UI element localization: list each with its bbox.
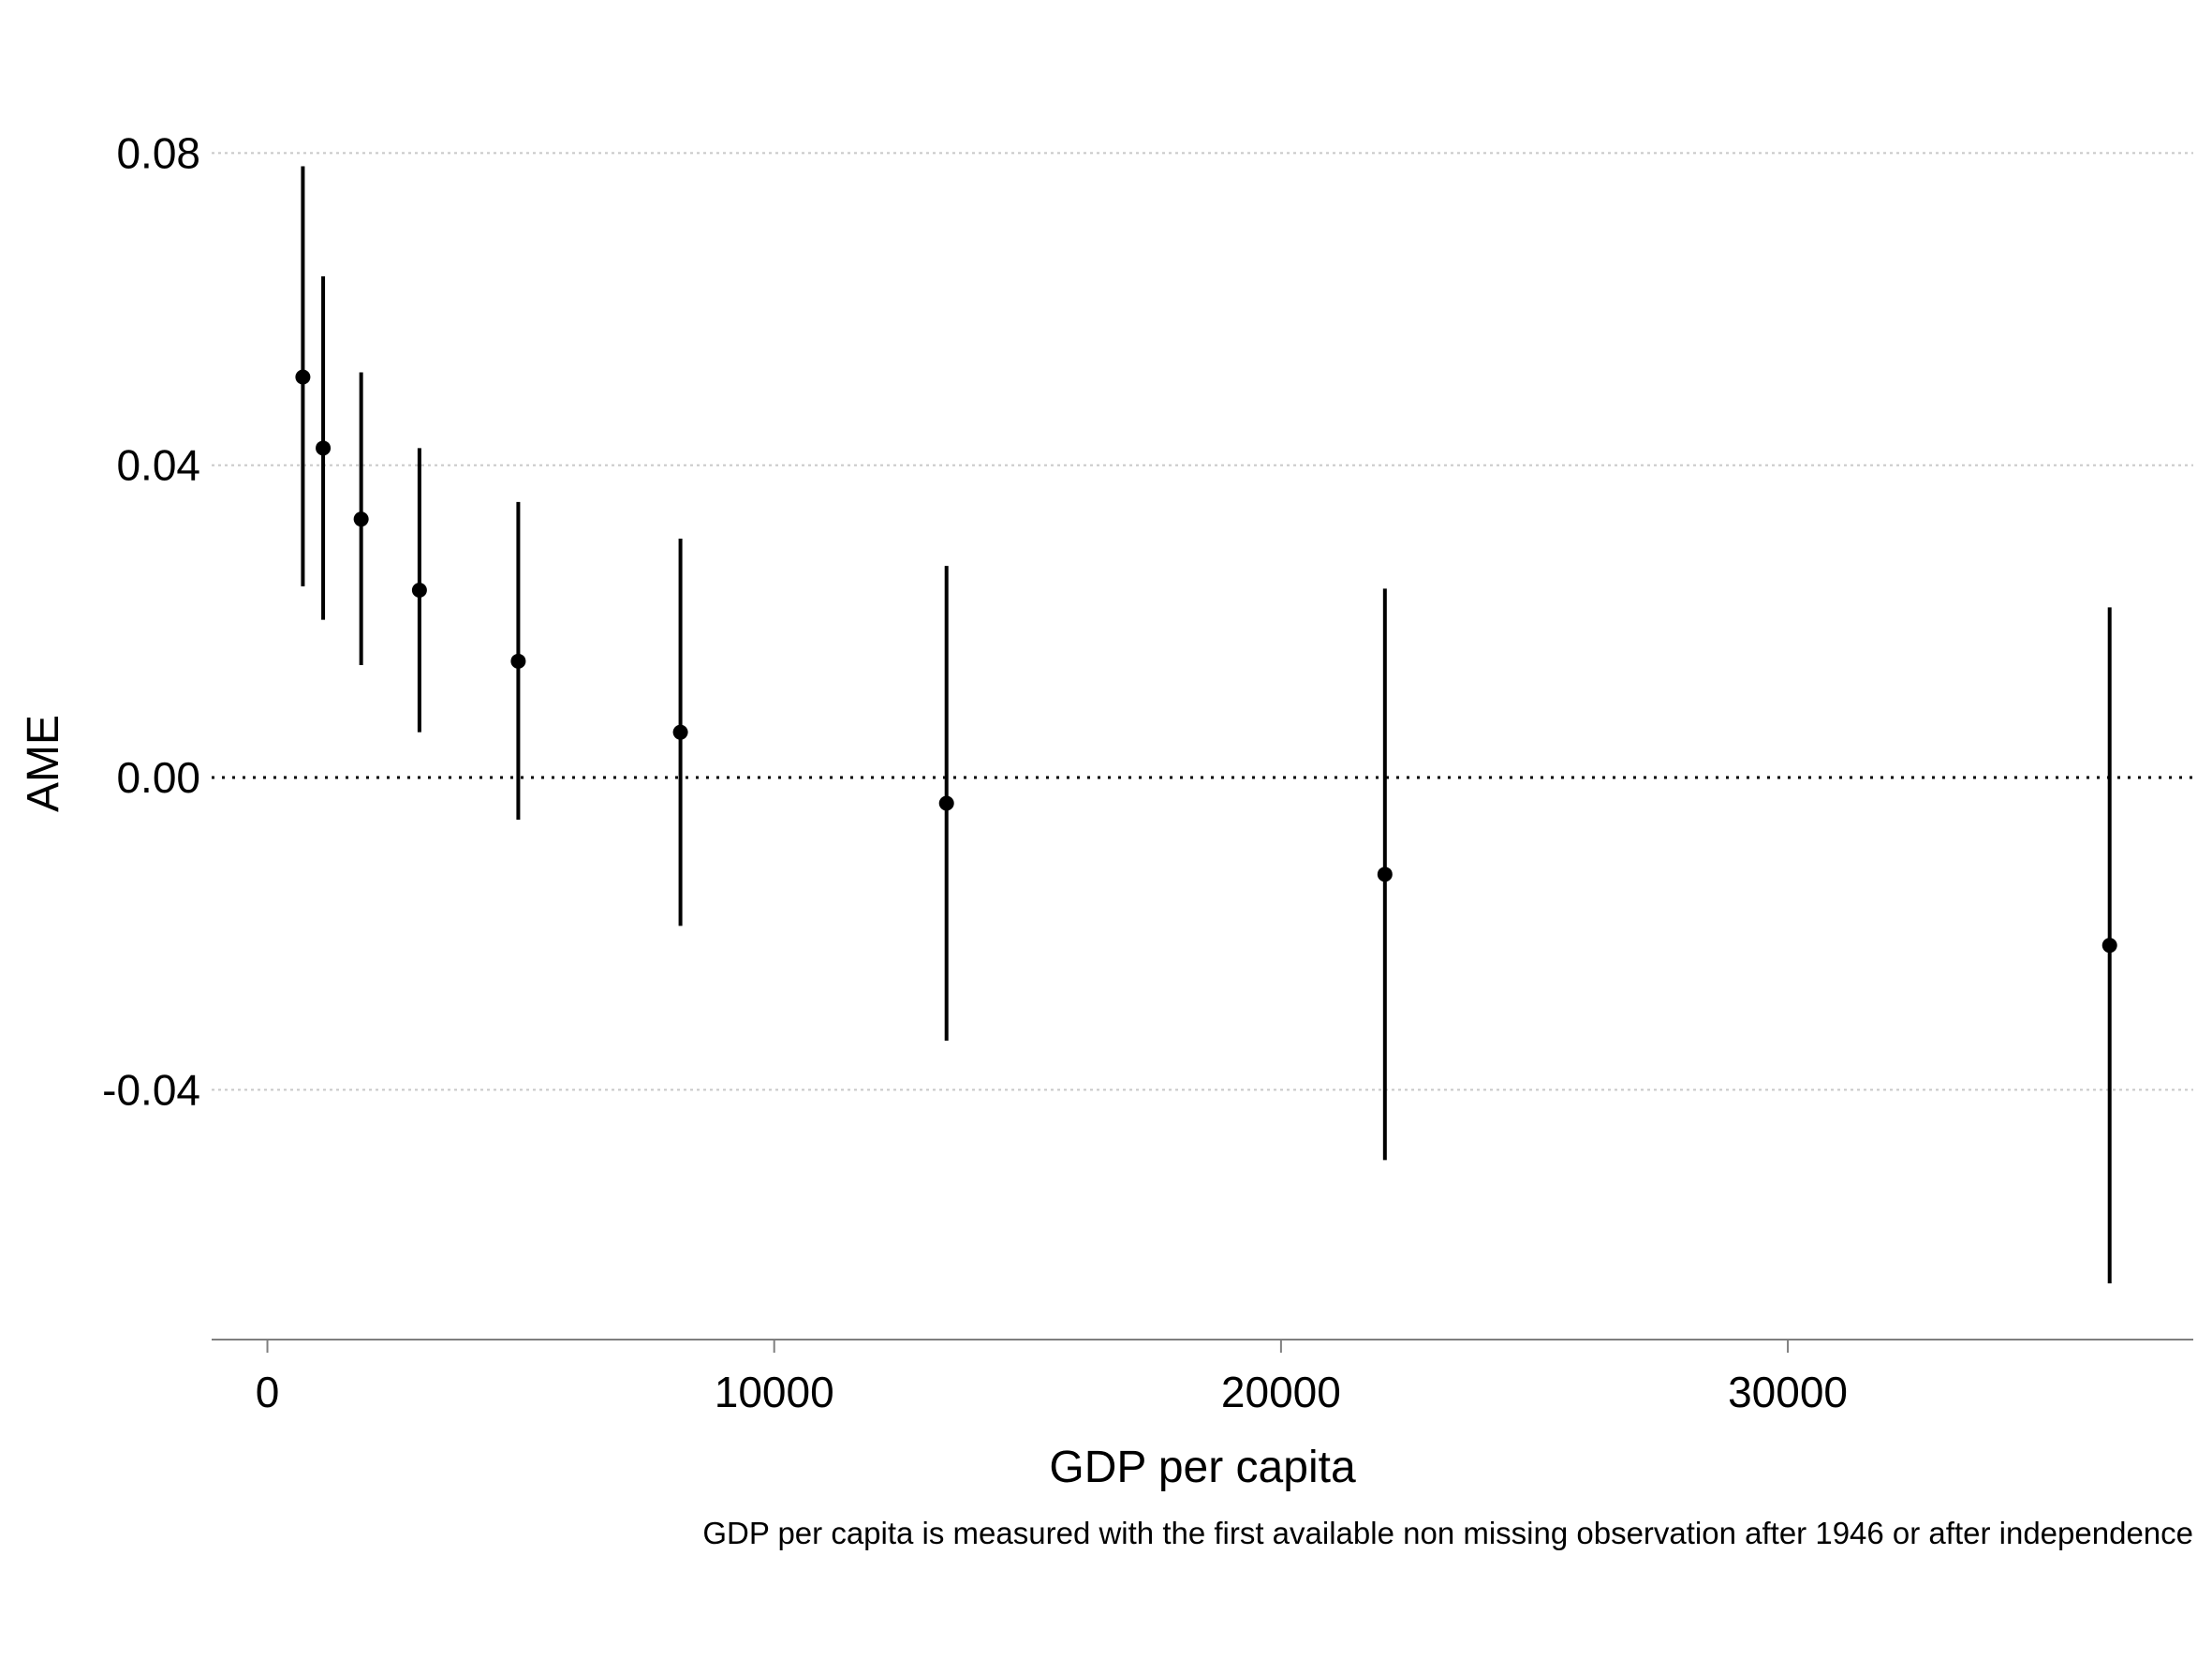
data-point-4 xyxy=(510,653,526,669)
y-axis-tick-labels: 0.08 0.04 0.00 -0.04 xyxy=(102,128,200,1114)
data-point-2 xyxy=(353,511,369,527)
data-series xyxy=(295,166,2117,1283)
x-tick-label-0: 0 xyxy=(256,1368,280,1416)
x-axis-ticks: 0 10000 20000 30000 xyxy=(256,1340,1848,1416)
data-point-6 xyxy=(938,795,954,811)
data-point-3 xyxy=(411,583,427,598)
x-axis-title: GDP per capita xyxy=(1049,1443,1356,1492)
y-tick-label-1: 0.04 xyxy=(116,441,200,490)
data-point-1 xyxy=(316,440,332,456)
x-tick-label-1: 10000 xyxy=(715,1368,834,1416)
data-point-0 xyxy=(295,369,311,385)
y-tick-label-2: 0.00 xyxy=(116,753,200,802)
data-point-8 xyxy=(2101,938,2117,954)
x-tick-label-2: 20000 xyxy=(1221,1368,1341,1416)
chart-note: GDP per capita is measured with the firs… xyxy=(702,1516,2193,1550)
y-tick-label-3: -0.04 xyxy=(102,1065,200,1114)
data-point-7 xyxy=(1377,867,1393,882)
data-point-5 xyxy=(672,724,688,740)
x-tick-label-3: 30000 xyxy=(1728,1368,1848,1416)
gridlines xyxy=(212,152,2193,1091)
y-axis-title: AME xyxy=(19,715,68,812)
y-tick-label-0: 0.08 xyxy=(116,128,200,177)
